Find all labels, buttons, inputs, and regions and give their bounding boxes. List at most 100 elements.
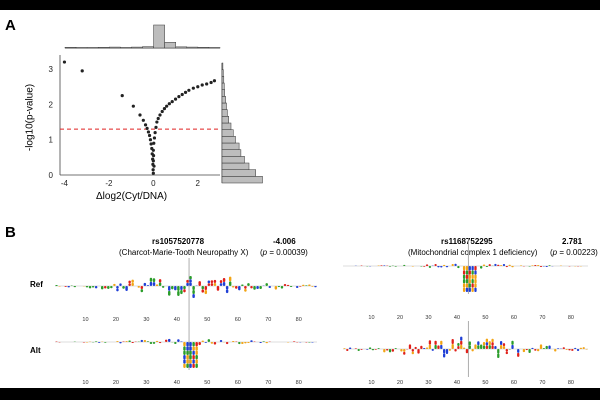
logo-letter-A xyxy=(146,341,150,342)
logo-letter-T xyxy=(213,342,217,345)
logo-letter-A xyxy=(180,290,183,295)
y-tick-label: 3 xyxy=(49,65,54,74)
logo-letter-G xyxy=(143,340,147,342)
logo-letter-G xyxy=(302,284,305,286)
top-histogram-bar xyxy=(175,46,188,49)
logo-letter-G xyxy=(116,341,119,342)
logo-letter-G xyxy=(213,282,217,286)
logo-letter-G xyxy=(204,290,208,295)
logo-letter-G xyxy=(468,279,471,284)
logo-letter-G xyxy=(383,349,386,353)
logo-letter-G xyxy=(125,341,128,342)
figure-panel: A B -4 -2 0 2 0 1 2 3 -log10(p-value) Δlog2(Cy… xyxy=(0,10,600,388)
logo-position-tick: 60 xyxy=(511,380,517,386)
logo-letter-A xyxy=(128,340,131,342)
logo-letter-T xyxy=(562,347,565,349)
logo-letter-A xyxy=(174,342,177,344)
top-histogram-bar xyxy=(97,47,110,49)
logo-letter-C xyxy=(348,347,352,349)
logo-letter-A xyxy=(85,286,89,288)
logo-letter-A xyxy=(528,266,531,267)
logo-letter-A xyxy=(168,290,171,296)
logo-letter-C xyxy=(192,359,195,364)
logo-letter-T xyxy=(417,349,420,354)
data-point xyxy=(153,131,157,135)
logo-letter-A xyxy=(420,266,423,267)
logo-letter-C xyxy=(225,289,229,294)
logo-letter-G xyxy=(471,274,474,279)
logo-letter-C xyxy=(545,266,548,267)
logo-letter-G xyxy=(311,286,314,287)
logo-letter-G xyxy=(488,341,491,346)
logo-position-tick: 40 xyxy=(454,380,460,386)
logo-letter-G xyxy=(485,338,489,343)
logo-letter-C xyxy=(219,283,223,286)
logo-position-tick: 20 xyxy=(397,380,403,386)
left-snp-id: rs1057520778 xyxy=(152,237,205,246)
x-tick-label: 0 xyxy=(151,179,156,188)
logo-letter-G xyxy=(244,288,247,292)
data-point xyxy=(151,168,155,172)
logo-letter-C xyxy=(502,264,506,266)
logo-letter-A xyxy=(485,266,489,267)
right-histogram xyxy=(221,62,263,184)
logo-letter-A xyxy=(468,345,471,349)
logo-letter-T xyxy=(539,266,543,267)
logo-position-tick: 20 xyxy=(397,315,403,321)
data-point xyxy=(165,104,169,108)
logo-letter-C xyxy=(295,286,299,289)
logo-letter-A xyxy=(183,346,186,351)
logo-letter-T xyxy=(286,284,290,286)
logo-letter-G xyxy=(440,340,443,345)
logo-position-tick: 10 xyxy=(368,315,374,321)
data-point xyxy=(150,146,154,151)
logo-letter-C xyxy=(548,345,551,349)
logo-letter-A xyxy=(388,266,392,267)
logo-letter-C xyxy=(437,266,440,268)
logo-letter-A xyxy=(94,341,98,342)
logo-letter-A xyxy=(192,342,195,347)
logo-letter-C xyxy=(119,283,122,286)
logo-letter-A xyxy=(100,286,104,290)
logo-letter-T xyxy=(568,349,571,351)
logo-letter-G xyxy=(411,266,414,267)
logo-letter-T xyxy=(505,349,508,352)
logo-letter-T xyxy=(186,279,189,283)
logo-letter-C xyxy=(494,346,497,349)
logo-letter-G xyxy=(192,346,195,351)
logo-letter-G xyxy=(474,344,477,349)
logo-letter-C xyxy=(186,346,189,351)
logo-position-tick: 40 xyxy=(454,315,460,321)
logo-letter-T xyxy=(468,270,471,275)
data-point xyxy=(143,123,148,127)
logo-letter-C xyxy=(443,353,446,358)
data-point xyxy=(173,97,178,101)
logo-letter-C xyxy=(445,266,449,268)
logo-letter-C xyxy=(474,287,477,292)
logo-letter-A xyxy=(177,290,180,296)
logo-letter-T xyxy=(534,349,537,351)
logo-letter-T xyxy=(122,341,125,342)
volcano-y-ticks: 0 1 2 3 xyxy=(49,65,54,180)
logo-letter-G xyxy=(537,265,540,266)
logo-letter-C xyxy=(189,342,192,347)
logo-right-alt: 10 20 30 40 50 60 70 80 xyxy=(343,321,588,386)
logo-letter-A xyxy=(508,349,511,350)
logo-letter-T xyxy=(204,286,208,291)
data-point xyxy=(154,125,158,129)
data-point xyxy=(152,136,157,140)
logo-position-tick: 60 xyxy=(235,317,241,323)
logo-letter-C xyxy=(168,338,171,342)
logo-letter-T xyxy=(104,286,107,289)
right-histogram-bar xyxy=(221,109,228,117)
logo-letter-T xyxy=(192,355,195,360)
logo-letter-G xyxy=(201,340,204,342)
logo-letter-T xyxy=(222,278,226,283)
logo-letter-T xyxy=(408,344,412,349)
logo-letter-C xyxy=(314,286,317,288)
logo-letter-A xyxy=(73,286,77,288)
logo-letter-C xyxy=(268,286,271,288)
logo-position-tick: 40 xyxy=(174,380,180,386)
right-snp-description: (Mitochondrial complex 1 deficiency) xyxy=(408,248,538,257)
logo-letter-C xyxy=(189,363,192,368)
